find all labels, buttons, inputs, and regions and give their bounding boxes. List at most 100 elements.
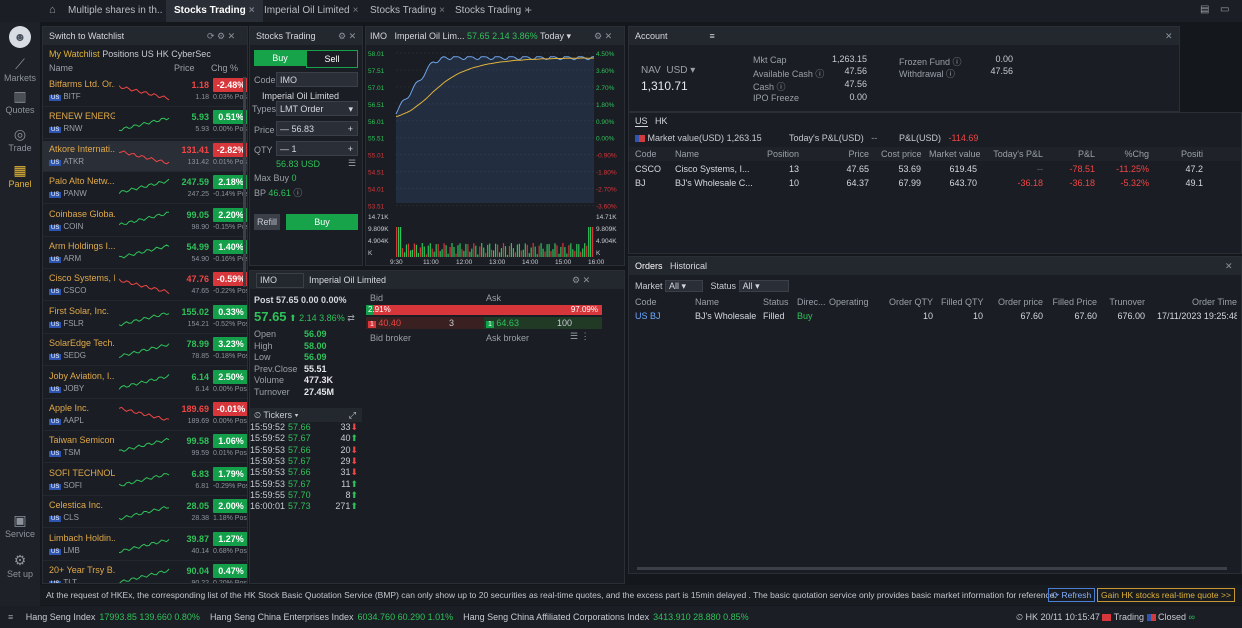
layout-icon[interactable]: ▤ — [1200, 4, 1210, 15]
column-header[interactable]: Order QTY — [888, 297, 933, 307]
column-header[interactable]: Today's P&L — [993, 149, 1043, 159]
minus-icon[interactable]: — — [280, 144, 289, 154]
column-header[interactable]: Name — [675, 149, 700, 159]
filter-positions[interactable]: Positions — [102, 49, 139, 59]
tickers-label[interactable]: Tickers — [263, 410, 293, 420]
tab-stocks-trading-active[interactable]: Stocks Trading × — [166, 0, 263, 22]
status-select[interactable]: All ▾ — [738, 280, 789, 292]
tab-multiple-shares[interactable]: Multiple shares in th..× — [60, 0, 179, 22]
bid-level[interactable]: 1 40.40 3 — [366, 317, 484, 329]
index-item[interactable]: Hang Seng China Enterprises Index 6034.76… — [210, 612, 453, 622]
close-icon[interactable]: × — [352, 5, 359, 16]
watchlist-row[interactable]: SolarEdge Tech... US SEDG 78.99 3.23% 78.85 -0… — [43, 335, 247, 367]
home-icon[interactable]: ⌂ — [49, 4, 56, 16]
filter-hk[interactable]: HK — [156, 49, 169, 59]
watchlist-row[interactable]: 20+ Year Trsy B... US TLT 90.04 0.47% 90.22 0.… — [43, 562, 247, 583]
watchlist-row[interactable]: First Solar, Inc. US FSLR 155.02 0.33% 154.21… — [43, 303, 247, 334]
refill-button[interactable]: Refill — [254, 214, 280, 230]
tab-historical[interactable]: Historical — [670, 261, 708, 271]
expand-icon[interactable]: ⤢ — [348, 410, 356, 420]
watchlist-row[interactable]: Taiwan Semicon... US TSM 99.58 1.06% 99.59 0.0… — [43, 432, 247, 464]
watchlist-row[interactable]: Joby Aviation, I... US JOBY 6.14 2.50% 6.14 0.… — [43, 368, 247, 399]
info-icon[interactable]: ⓘ — [946, 69, 956, 79]
sidebar-item-markets[interactable]: ⟋ Markets — [0, 56, 40, 83]
close-icon[interactable]: ✕ — [1165, 31, 1173, 41]
column-header[interactable]: Code — [635, 297, 657, 307]
currency-select[interactable]: USD — [666, 65, 688, 76]
chevron-down-icon[interactable]: ▾ — [564, 31, 572, 41]
link-icon[interactable]: ∞ — [1188, 612, 1195, 622]
minus-icon[interactable]: — — [280, 124, 289, 134]
tab-stocks-trading-3[interactable]: Stocks Trading × — [447, 0, 538, 22]
watchlist-row[interactable]: Apple Inc. US AAPL 189.69 -0.01% 189.69 0.00% … — [43, 400, 247, 431]
refresh-icon[interactable]: ⟳ ⚙ ✕ — [207, 31, 236, 41]
scrollbar[interactable] — [243, 77, 246, 287]
tab-hk[interactable]: HK — [655, 116, 668, 126]
column-header[interactable]: Code — [635, 149, 657, 159]
chart-code[interactable]: IMO — [370, 31, 387, 41]
intraday-chart[interactable]: 58.01 4.50% 57.51 3.60% 57.01 2.70% 56.51 1.80%… — [366, 45, 624, 265]
tab-imperial-oil[interactable]: Imperial Oil Limited × — [256, 0, 366, 22]
sidebar-item-trade[interactable]: ◎ Trade — [0, 126, 40, 153]
settings-icon[interactable]: ⚙ ✕ — [572, 275, 591, 285]
column-chg[interactable]: Chg % — [211, 63, 239, 73]
sidebar-item-setup[interactable]: ⚙ Set up — [0, 552, 40, 579]
filter-cybersec[interactable]: CyberSec — [171, 49, 211, 59]
broker-list-icon[interactable]: ☰ ⋮ — [570, 331, 590, 341]
column-header[interactable]: Cost price — [881, 149, 922, 159]
avatar[interactable]: ☻ — [9, 26, 31, 48]
column-header[interactable]: Status — [763, 297, 789, 307]
code-input[interactable]: IMO — [276, 72, 358, 87]
chevron-down-icon[interactable]: ▾ — [294, 410, 299, 420]
info-icon[interactable]: ⓘ — [815, 69, 825, 79]
window-icon[interactable]: ▭ — [1220, 4, 1230, 15]
column-header[interactable]: Order Time — [1191, 297, 1237, 307]
column-header[interactable]: Name — [695, 297, 720, 307]
info-icon[interactable]: ⓘ — [952, 57, 962, 67]
close-icon[interactable]: × — [248, 5, 255, 16]
info-icon[interactable]: ⓘ — [776, 82, 786, 92]
market-select[interactable]: All ▾ — [665, 280, 704, 292]
watchlist-row[interactable]: Palo Alto Netw... US PANW 247.59 2.18% 247.25… — [43, 173, 247, 205]
table-row[interactable]: US BJ BJ's Wholesale Clu Filled Buy 10 10 67.6… — [629, 309, 1241, 323]
quote-code[interactable]: IMO — [256, 273, 304, 288]
column-header[interactable]: Order price — [997, 297, 1043, 307]
calc-icon[interactable]: ☰ — [348, 158, 357, 168]
table-row[interactable]: BJ BJ's Wholesale C... 10 64.37 67.99 643.70 -… — [629, 176, 1241, 190]
column-header[interactable]: Price — [848, 149, 869, 159]
watchlist-row[interactable]: Coinbase Globa... US COIN 99.05 2.20% 98.90 -0… — [43, 206, 247, 237]
menu-icon[interactable]: ≡ — [8, 612, 14, 622]
nav-label[interactable]: NAV USD ▾ — [641, 65, 696, 76]
buy-button[interactable]: Buy — [286, 214, 358, 230]
price-stepper[interactable]: — 56.83 + — [276, 121, 358, 136]
column-name[interactable]: Name — [49, 63, 74, 73]
chart-period[interactable]: Today — [540, 31, 565, 41]
plus-icon[interactable]: + — [347, 144, 353, 154]
compare-icon[interactable]: ⇄ — [347, 313, 355, 323]
sell-tab[interactable]: Sell — [306, 50, 358, 68]
tab-us[interactable]: US — [635, 116, 648, 127]
column-price[interactable]: Price — [174, 63, 195, 73]
qty-stepper[interactable]: — 1 + — [276, 141, 358, 156]
close-icon[interactable]: ✕ — [1225, 261, 1233, 271]
plus-icon[interactable]: + — [347, 124, 353, 134]
column-header[interactable]: Operating — [829, 297, 869, 307]
watchlist-row[interactable]: Atkore Internati... US ATKR 131.41 -2.82% 131… — [43, 140, 247, 172]
sidebar-item-service[interactable]: ▣ Service — [0, 512, 40, 539]
table-row[interactable]: CSCO Cisco Systems, I... 13 47.65 53.69 619.4… — [629, 162, 1241, 176]
buy-tab[interactable]: Buy — [254, 50, 306, 66]
close-icon[interactable]: × — [439, 5, 445, 16]
watchlist-row[interactable]: Arm Holdings I... US ARM 54.99 1.40% 54.90 -0.… — [43, 238, 247, 269]
index-item[interactable]: Hang Seng Index 17993.85 139.660 0.80% — [26, 612, 200, 622]
watchlist-row[interactable]: Limbach Holdin... US LMB 39.87 1.27% 40.14 0.6… — [43, 530, 247, 561]
column-header[interactable]: Positi — [1180, 149, 1203, 159]
menu-icon[interactable]: ≡ — [709, 31, 715, 41]
tab-orders[interactable]: Orders — [635, 261, 663, 271]
column-header[interactable]: Filled Price — [1052, 297, 1097, 307]
settings-icon[interactable]: ⚙ ✕ — [594, 31, 613, 41]
gain-realtime-button[interactable]: Gain HK stocks real-time quote >> — [1097, 588, 1235, 602]
ask-level[interactable]: 1 64.63 100 — [484, 317, 602, 329]
sidebar-item-quotes[interactable]: ▥ Quotes — [0, 88, 40, 115]
